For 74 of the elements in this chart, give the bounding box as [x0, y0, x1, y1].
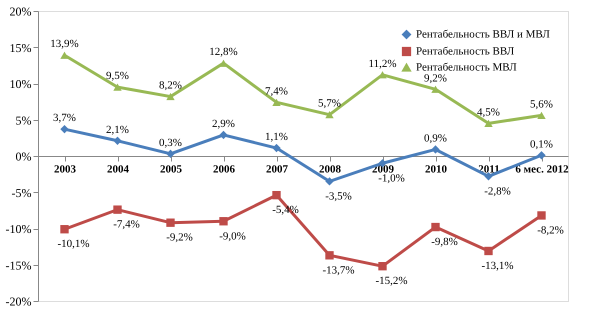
data-label: 13,9%	[50, 38, 79, 50]
data-label: 1,1%	[265, 131, 288, 144]
y-tick-label: 20%	[10, 4, 32, 18]
data-label: 0,1%	[530, 138, 553, 150]
legend-label: Рентабельность МВЛ	[416, 62, 518, 74]
x-tick-label: 2007	[266, 164, 288, 176]
legend-label: Рентабельность ВВЛ и МВЛ	[416, 28, 550, 40]
point	[166, 150, 175, 158]
point	[166, 218, 175, 227]
x-tick-label: 2003	[54, 164, 76, 176]
data-label: 2,1%	[106, 124, 129, 136]
point	[537, 151, 546, 160]
point	[484, 120, 493, 127]
point	[219, 217, 228, 226]
point	[272, 190, 281, 200]
point	[484, 246, 493, 256]
data-label: 0,3%	[159, 136, 182, 149]
point	[219, 130, 228, 140]
data-label: 3,7%	[53, 112, 76, 124]
point	[272, 144, 281, 152]
x-tick-label: 2005	[160, 164, 182, 176]
point	[272, 98, 281, 106]
point	[166, 92, 175, 100]
data-label: -10,1%	[57, 238, 90, 250]
data-label: -9,2%	[166, 232, 193, 244]
point	[431, 222, 440, 232]
point	[378, 262, 387, 270]
data-label: 7,4%	[265, 85, 288, 98]
data-label: 4,5%	[477, 106, 500, 118]
point	[325, 177, 334, 186]
data-label: 0,9%	[424, 132, 447, 144]
point	[113, 205, 122, 214]
data-label: 5,7%	[318, 98, 341, 110]
data-label: -9,8%	[431, 236, 458, 248]
point	[537, 211, 546, 220]
data-label: -2,8%	[484, 185, 511, 198]
data-label: -7,4%	[113, 218, 140, 231]
data-label: -13,1%	[481, 260, 514, 272]
point	[60, 52, 69, 59]
data-label: 8,2%	[159, 80, 182, 92]
data-label: -1,0%	[378, 172, 405, 184]
data-label: -9,0%	[219, 230, 246, 242]
legend-label: Рентабельность ВВЛ	[416, 46, 515, 58]
data-label: -15,2%	[375, 275, 408, 288]
x-tick-label: 2006	[213, 164, 236, 176]
point	[484, 172, 493, 180]
point	[60, 225, 69, 234]
data-label: 9,5%	[106, 70, 129, 82]
x-tick-label: 2010	[425, 164, 448, 176]
x-tick-label: 2008	[319, 164, 342, 176]
y-tick-label: 10%	[10, 77, 32, 91]
data-label: 5,6%	[530, 98, 553, 110]
point	[113, 136, 122, 145]
y-tick-label: -10%	[6, 222, 32, 236]
point	[325, 251, 334, 260]
data-label: 11,2%	[368, 58, 397, 70]
point	[60, 124, 69, 134]
data-label: -8,2%	[537, 224, 564, 236]
data-label: 2,9%	[212, 118, 235, 130]
point	[325, 111, 334, 118]
y-tick-label: -20%	[6, 294, 32, 308]
y-tick-label: 15%	[10, 40, 32, 55]
data-label: -13,7%	[322, 264, 355, 276]
point	[537, 112, 546, 120]
point	[431, 145, 440, 154]
y-tick-label: 5%	[16, 113, 32, 128]
y-tick-label: 0%	[16, 150, 32, 164]
point	[113, 84, 122, 91]
data-label: -3,5%	[325, 190, 352, 202]
x-tick-label: 2004	[107, 164, 130, 176]
data-label: 12,8%	[209, 46, 238, 58]
data-label: 9,2%	[424, 72, 447, 84]
y-tick-label: -5%	[12, 186, 32, 200]
y-tick-label: -15%	[6, 258, 32, 272]
